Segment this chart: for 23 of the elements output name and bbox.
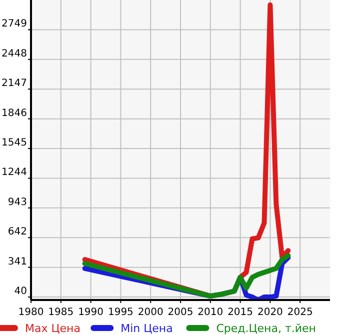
y-tick-label: 1244 [2,167,27,178]
x-tick-label: 1995 [108,307,134,318]
x-tick-label: 2025 [287,307,313,318]
x-tick-label: 1985 [48,307,74,318]
y-tick-label: 40 [14,286,27,298]
y-tick-label: 2749 [2,18,27,30]
y-tick-label: 341 [8,256,27,268]
x-tick-label: 2005 [168,307,194,318]
y-tick-label: 2147 [2,78,27,90]
x-tick-label: 1980 [18,307,44,318]
x-tick-label: 1990 [78,307,104,318]
x-tick-label: 2010 [198,307,224,318]
y-tick-label: 943 [8,196,27,208]
x-tick-label: 2020 [257,307,283,318]
x-tick-label: 2015 [228,307,254,318]
y-tick-label: 1846 [2,108,27,119]
y-tick-label: 1545 [2,138,27,149]
legend-label: Сред.Цена, т.йен [216,322,316,335]
y-tick-label: 642 [8,226,27,238]
y-tick-label: 2448 [2,48,27,60]
legend-label: Min Цена [120,322,173,335]
x-tick-label: 2000 [138,307,164,318]
legend-label: Max Цена [25,322,80,335]
